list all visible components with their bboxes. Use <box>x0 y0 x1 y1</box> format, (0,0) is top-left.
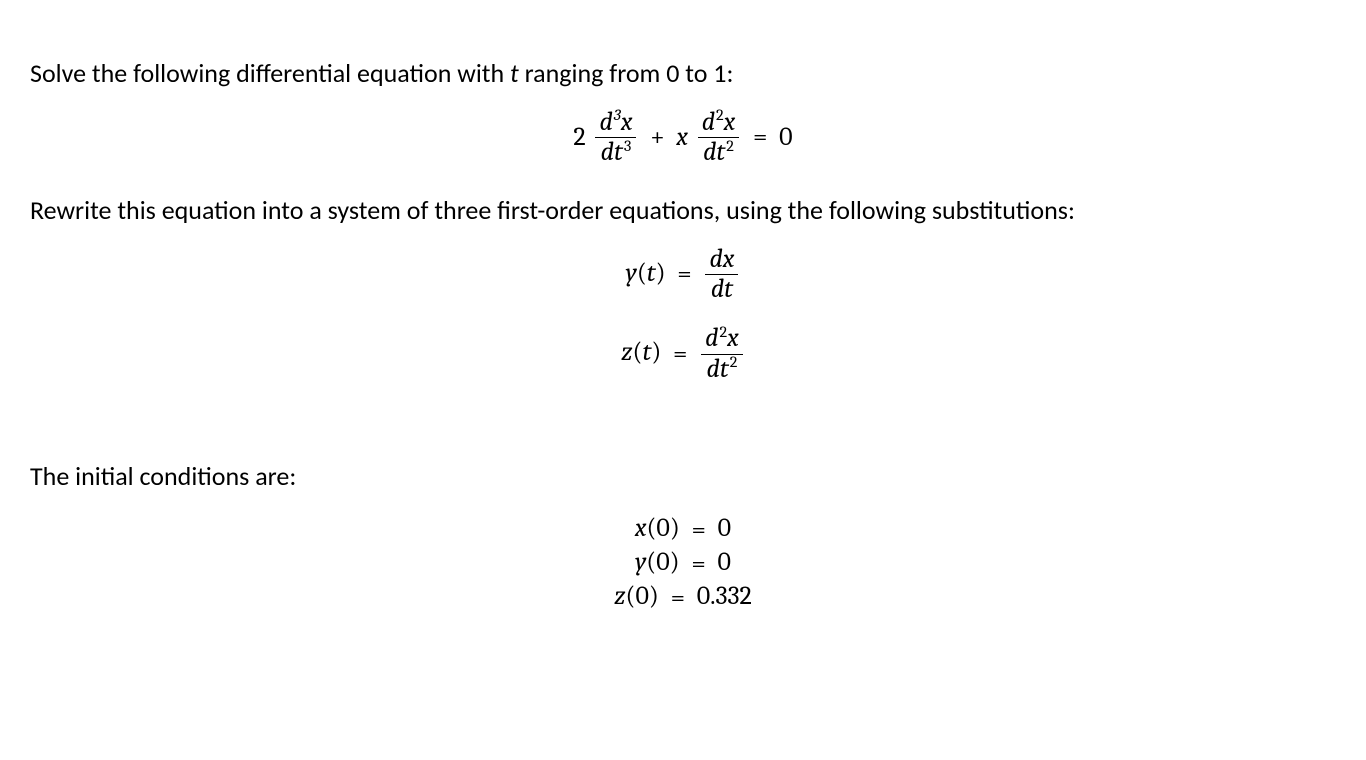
ic-y-val: 0 <box>717 547 730 577</box>
page: Solve the following differential equatio… <box>0 0 1366 615</box>
term2-frac: d2x dt2 <box>698 109 740 167</box>
ic-x-var: x <box>635 513 647 543</box>
ic-z-arg: 0 <box>635 581 648 611</box>
intro-var: t <box>510 57 519 89</box>
sub-z-arg: t <box>642 337 651 367</box>
paren-open: ( <box>637 258 647 288</box>
rewrite-paragraph: Rewrite this equation into a system of t… <box>30 193 1336 228</box>
sub-y-num: dx <box>709 244 734 274</box>
main-equation: 2 d3x dt3 + x d2x dt2 = 0 <box>30 109 1336 167</box>
ic-z-var: z <box>614 581 625 611</box>
intro-text-pre: Solve the following differential equatio… <box>30 57 510 89</box>
ic-y: y(0) = 0 <box>30 546 1336 580</box>
op-eq-y: = <box>671 257 697 292</box>
intro-text-post: ranging from 0 to 1: <box>519 57 734 89</box>
term1-den: dt3 <box>601 137 632 167</box>
term2-coef: x <box>676 120 690 155</box>
term2-den: dt2 <box>703 137 734 167</box>
ic-z: z(0) = 0.332 <box>30 580 1336 614</box>
op-plus: + <box>644 120 670 155</box>
sub-z-fn: z <box>621 337 632 367</box>
ic-y-var: y <box>635 547 646 577</box>
paren-open-2: ( <box>633 337 643 367</box>
op-eq: = <box>747 120 773 155</box>
sub-y-arg: t <box>647 258 656 288</box>
ic-y-arg: 0 <box>656 547 669 577</box>
intro-paragraph: Solve the following differential equatio… <box>30 56 1336 91</box>
rhs: 0 <box>779 120 792 155</box>
initial-conditions: x(0) = 0 y(0) = 0 z(0) = 0.332 <box>30 512 1336 615</box>
sub-y-den: dt <box>711 274 733 304</box>
op-eq-icy: = <box>685 548 711 581</box>
op-eq-icx: = <box>686 514 712 547</box>
sub-y-frac: dx dt <box>705 246 738 304</box>
ic-label: The initial conditions are: <box>30 459 1336 494</box>
sub-y-fn: y <box>626 258 637 288</box>
term2-num: d2x <box>702 107 736 137</box>
sub-z-num: d2x <box>705 323 739 353</box>
ic-x-val: 0 <box>718 513 731 543</box>
paren-close: ) <box>656 258 666 288</box>
paren-close-2: ) <box>651 337 661 367</box>
op-eq-z: = <box>667 337 693 372</box>
term1-coef: 2 <box>573 120 587 155</box>
ic-x: x(0) = 0 <box>30 512 1336 546</box>
spacer <box>30 405 1336 433</box>
substitution-y: y(t) = dx dt <box>30 246 1336 304</box>
term1-frac: d3x dt3 <box>595 109 636 167</box>
term1-num: d3x <box>599 107 632 137</box>
ic-x-arg: 0 <box>656 513 669 543</box>
sub-z-den: dt2 <box>707 354 738 384</box>
ic-z-val: 0.332 <box>697 581 752 611</box>
sub-z-frac: d2x dt2 <box>701 325 743 383</box>
op-eq-icz: = <box>665 582 691 615</box>
substitution-z: z(t) = d2x dt2 <box>30 325 1336 383</box>
